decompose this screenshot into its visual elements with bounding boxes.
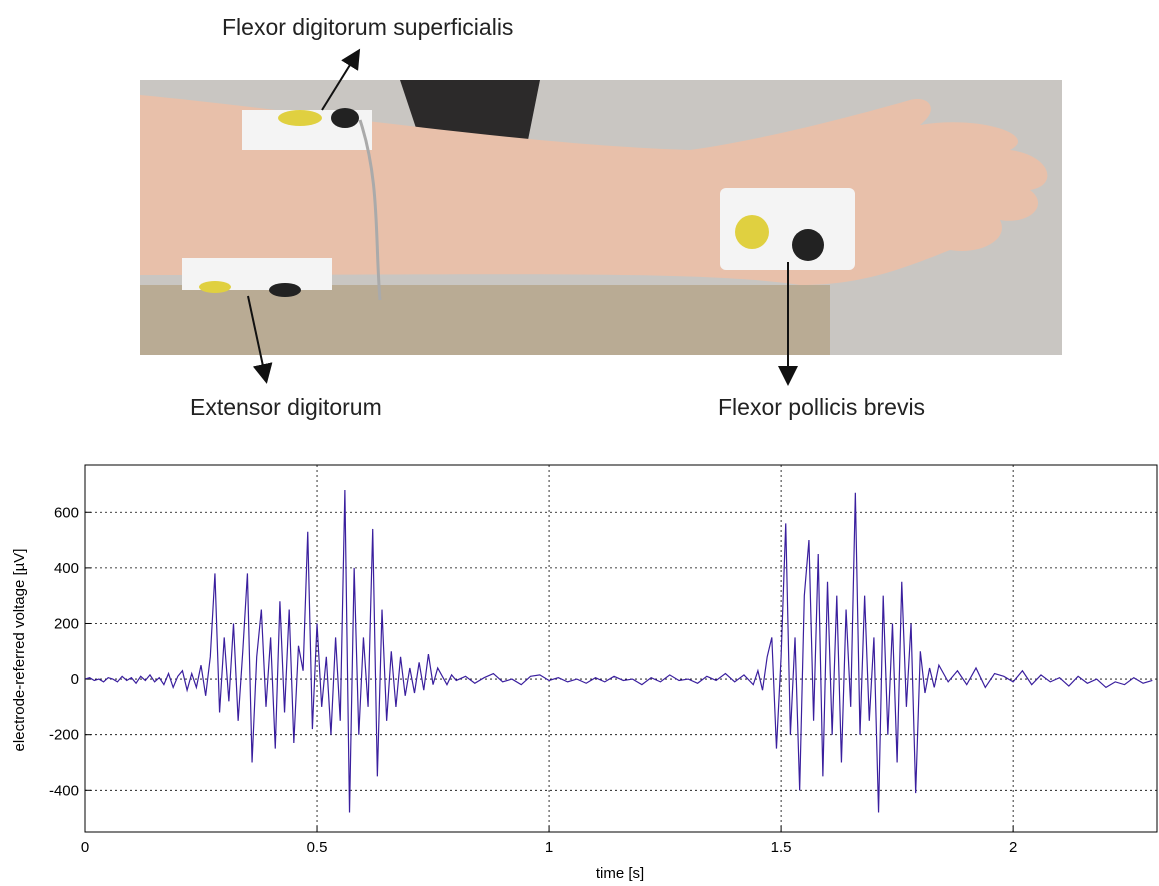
- y-tick-label: -200: [49, 727, 79, 744]
- x-tick-label: 0: [81, 839, 89, 856]
- photo: Flexor digitorum superficialis Extensor …: [140, 14, 1062, 420]
- x-tick-label: 0.5: [307, 839, 328, 856]
- y-tick-label: 400: [54, 560, 79, 577]
- photo-label: Extensor digitorum: [190, 394, 382, 420]
- x-tick-label: 2: [1009, 839, 1017, 856]
- x-tick-label: 1: [545, 839, 553, 856]
- electrode: [269, 283, 301, 297]
- y-tick-label: 200: [54, 615, 79, 632]
- figure: Flexor digitorum superficialis Extensor …: [0, 0, 1159, 886]
- electrode: [278, 110, 322, 126]
- photo-label: Flexor pollicis brevis: [718, 394, 925, 420]
- chart: time [s] electrode-referred voltage [µV]…: [11, 465, 1157, 882]
- electrode: [792, 229, 824, 261]
- y-tick-label: 600: [54, 504, 79, 521]
- electrode: [735, 215, 769, 249]
- plot-area: [85, 465, 1157, 832]
- electrode: [199, 281, 231, 293]
- y-tick-label: -400: [49, 782, 79, 799]
- x-tick-label: 1.5: [771, 839, 792, 856]
- electrode: [331, 108, 359, 128]
- photo-label: Flexor digitorum superficialis: [222, 14, 513, 40]
- table: [140, 285, 830, 355]
- y-tick-label: 0: [71, 671, 79, 688]
- x-axis-label: time [s]: [596, 865, 644, 882]
- page: Flexor digitorum superficialis Extensor …: [0, 0, 1159, 886]
- y-axis-label: electrode-referred voltage [µV]: [11, 549, 28, 752]
